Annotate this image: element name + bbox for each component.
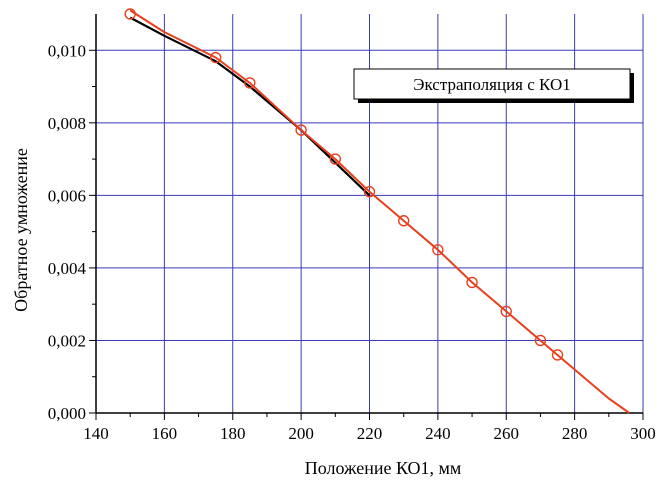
data-point: [551, 349, 564, 361]
data-point: [295, 124, 307, 136]
data-point: [534, 334, 547, 347]
x-tick-label: 240: [425, 424, 451, 443]
y-tick-label: 0,010: [48, 41, 86, 60]
data-series: [124, 8, 630, 414]
x-axis-label: Положение КО1, мм: [305, 458, 462, 478]
legend-box: [353, 68, 631, 100]
y-tick-label: 0,000: [48, 404, 86, 423]
data-point: [329, 153, 342, 165]
legend: Экстраполяция с КО1: [353, 68, 634, 103]
x-tick-label: 220: [357, 424, 383, 443]
y-tick-label: 0,006: [48, 186, 86, 205]
data-point: [244, 77, 256, 89]
x-tick-label: 160: [152, 424, 178, 443]
data-point: [500, 305, 512, 318]
x-tick-label: 300: [630, 424, 656, 443]
data-point: [466, 276, 478, 289]
x-tick-label: 180: [220, 424, 246, 443]
series-line-2: [129, 9, 630, 414]
x-tick-label: 140: [83, 424, 109, 443]
series-line-0: [129, 16, 371, 197]
legend-label: Экстраполяция с КО1: [413, 75, 571, 94]
x-tick-label: 260: [494, 424, 520, 443]
data-point: [432, 244, 444, 256]
data-point: [363, 186, 376, 198]
x-axis-ticks: 140 160 180 200 220 240 260 280 300: [83, 413, 656, 443]
data-point: [397, 215, 410, 227]
y-axis-ticks: 0,000 0,002 0,004 0,006 0,008 0,010: [48, 41, 96, 423]
y-tick-label: 0,002: [48, 331, 86, 350]
y-tick-label: 0,004: [48, 259, 87, 278]
x-tick-label: 280: [562, 424, 588, 443]
y-tick-label: 0,008: [48, 114, 86, 133]
data-point: [209, 51, 222, 64]
y-axis-label: Обратное умножение: [11, 148, 31, 312]
x-tick-label: 200: [288, 424, 314, 443]
